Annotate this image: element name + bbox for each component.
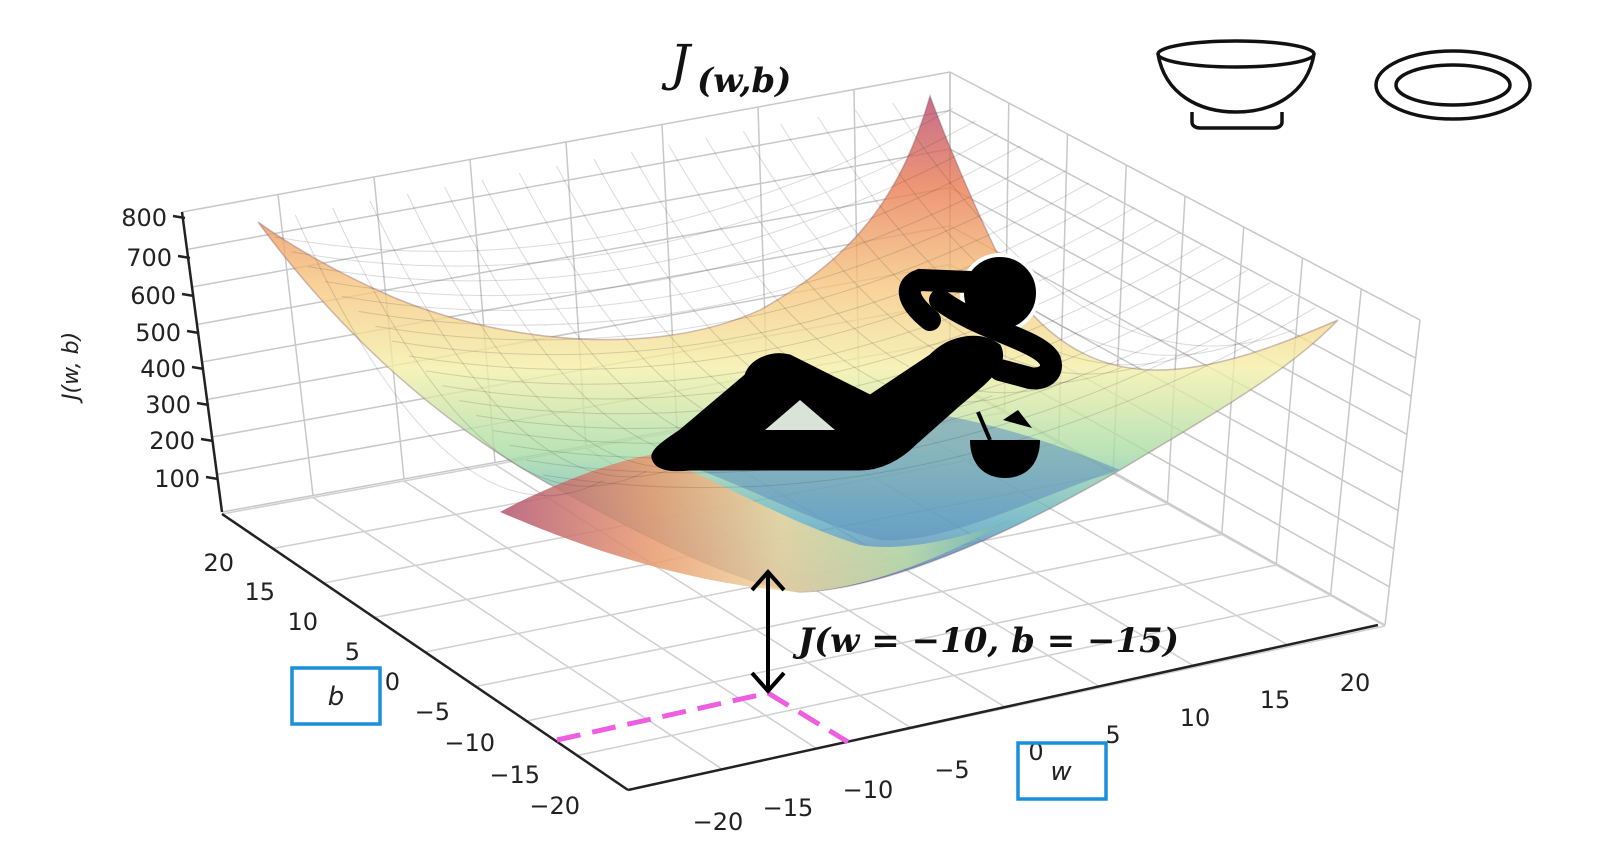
- w-axis-label: w: [1050, 757, 1072, 787]
- z-tick-label: 300: [145, 391, 191, 419]
- b-tick-label: 20: [203, 549, 234, 577]
- b-tick-label: 15: [244, 578, 275, 606]
- title-subscript: (w,b): [697, 61, 791, 101]
- w-tick-label: −5: [934, 756, 969, 784]
- z-axis: 100 200 300 400 500 600 700 800 J(w, b): [59, 204, 224, 513]
- z-tick-label: 600: [130, 282, 176, 310]
- w-tick-label: 5: [1105, 721, 1120, 749]
- b-axis-label: b: [328, 682, 345, 712]
- w-tick-label: 10: [1180, 704, 1211, 732]
- z-axis-label: J(w, b): [59, 332, 84, 404]
- bowl-icon: [1156, 39, 1316, 130]
- z-tick-label: 400: [140, 355, 186, 383]
- z-tick-label: 100: [154, 465, 200, 493]
- cost-arrow: [750, 568, 786, 695]
- title-main: J: [661, 34, 693, 92]
- coconut-drink-icon: [970, 410, 1040, 478]
- highlight-lines: [556, 690, 850, 745]
- w-tick-label: −15: [763, 794, 814, 822]
- b-axis: −20 −15 −10 −5 05 10 15 20: [203, 512, 629, 820]
- surface-mesh: [274, 102, 1316, 497]
- w-tick-label: 0: [1028, 738, 1043, 766]
- b-tick-label: 5: [345, 638, 360, 666]
- b-tick-label: 10: [287, 608, 318, 636]
- z-tick-label: 500: [135, 319, 181, 347]
- w-tick-label: 15: [1260, 686, 1291, 714]
- w-tick-label: −10: [843, 776, 894, 804]
- w-axis: −20 −15 −10 −5 0 5 10 15 20: [627, 623, 1379, 836]
- surface-front-lip: [500, 455, 1010, 592]
- plate-icon: [1374, 49, 1532, 121]
- w-tick-label: −20: [693, 808, 744, 836]
- b-tick-label: −15: [489, 761, 540, 789]
- b-tick-label: −5: [415, 698, 450, 726]
- b-tick-label: 0: [385, 668, 400, 696]
- b-tick-label: −10: [444, 729, 495, 757]
- b-highlight-line: [556, 690, 769, 743]
- chart-title: J (w,b): [661, 34, 791, 101]
- z-tick-label: 700: [126, 244, 172, 272]
- b-label-box: b: [290, 666, 382, 726]
- z-tick-label: 200: [149, 427, 195, 455]
- relaxing-person-icon: [651, 253, 1062, 472]
- w-highlight-line: [766, 690, 850, 745]
- cost-surface: [257, 93, 1339, 593]
- w-tick-label: 20: [1340, 669, 1371, 697]
- cost-annotation: J(w = −10, b = −15): [792, 621, 1179, 661]
- z-tick-label: 800: [121, 204, 167, 232]
- b-tick-label: −20: [529, 792, 580, 820]
- w-label-box: w: [1016, 741, 1108, 801]
